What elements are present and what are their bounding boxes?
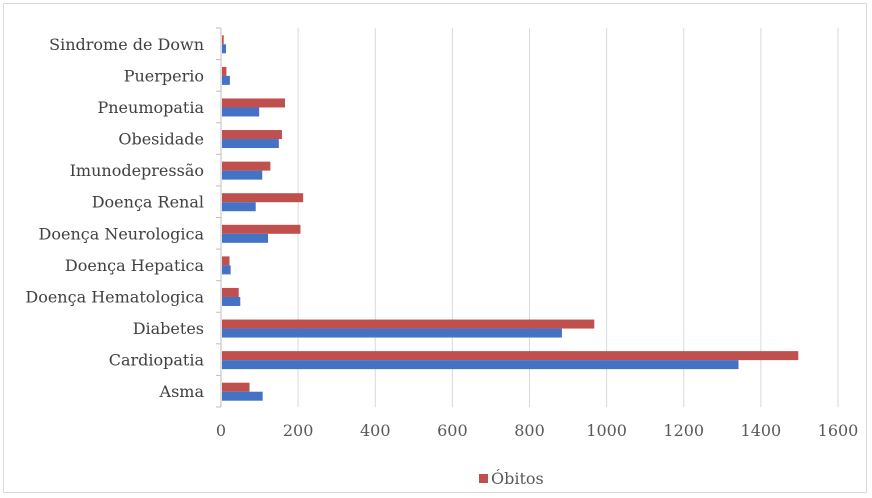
legend: Óbitos (479, 468, 544, 488)
bar-obitos (222, 256, 230, 266)
legend-label: Óbitos (491, 468, 544, 488)
x-tick-label: 1200 (663, 421, 704, 440)
category-label: Puerperio (124, 66, 204, 85)
bar-obitos (222, 161, 271, 171)
category-label: Doença Renal (92, 193, 204, 212)
category-label: Pneumopatia (97, 98, 204, 117)
x-tick-label: 600 (437, 421, 468, 440)
bar-obitos (222, 224, 301, 234)
category-label: Diabetes (133, 319, 204, 338)
bar-obitos (222, 382, 250, 392)
category-label: Cardiopatia (109, 351, 205, 370)
bar-obitos (222, 319, 595, 329)
bar-series-1 (222, 44, 227, 54)
bar-series-1 (222, 233, 269, 243)
bar-obitos (222, 287, 239, 297)
x-tick-label: 0 (216, 421, 226, 440)
bar-series-1 (222, 107, 260, 117)
bar-series-1 (222, 296, 241, 306)
bar-series-1 (222, 328, 562, 338)
bar-series-1 (222, 360, 739, 370)
bar-series-1 (222, 265, 231, 275)
category-label: Sindrome de Down (49, 35, 204, 54)
chart-frame (3, 3, 867, 493)
bar-obitos (222, 98, 286, 108)
bar-series-1 (222, 170, 263, 180)
bars (222, 35, 799, 401)
bar-obitos (222, 351, 799, 361)
category-label: Doença Neurologica (39, 224, 205, 243)
x-tick-label: 800 (514, 421, 545, 440)
bar-series-1 (222, 202, 256, 212)
category-label: Doença Hepatica (65, 256, 205, 275)
bar-obitos (222, 193, 304, 203)
category-axis (216, 27, 222, 408)
category-labels: Asma Cardiopatia Diabetes Doença Hematologi… (25, 35, 204, 401)
bar-series-1 (222, 391, 263, 401)
bar-obitos (222, 35, 224, 45)
category-label: Asma (159, 382, 205, 401)
x-axis-ticks: 0 200 400 600 800 1000 1200 1400 1600 (216, 421, 858, 440)
x-tick-label: 400 (360, 421, 391, 440)
x-tick-label: 1600 (818, 421, 859, 440)
legend-swatch (479, 474, 488, 483)
bar-obitos (222, 66, 227, 76)
gridlines (297, 28, 839, 407)
category-label: Obesidade (118, 130, 204, 149)
x-tick-label: 200 (283, 421, 314, 440)
x-tick-label: 1400 (741, 421, 782, 440)
category-label: Imunodepressão (70, 161, 204, 180)
category-label: Doença Hematologica (25, 287, 204, 306)
bar-obitos (222, 130, 282, 140)
x-tick-label: 1000 (586, 421, 627, 440)
bar-series-1 (222, 75, 230, 85)
bar-series-1 (222, 139, 279, 149)
